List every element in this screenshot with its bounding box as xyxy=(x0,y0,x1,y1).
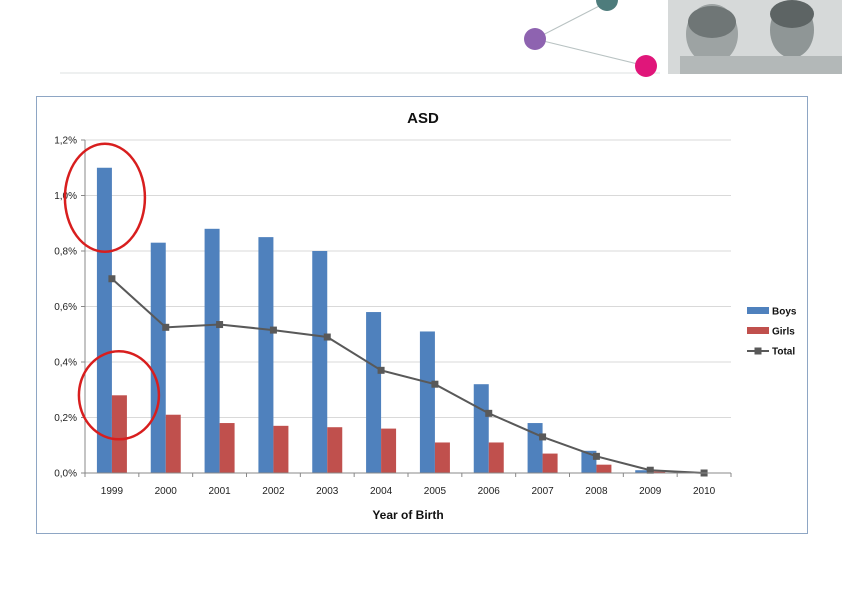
y-tick-label: 0,2% xyxy=(54,413,77,424)
x-tick-label: 2003 xyxy=(316,486,339,497)
y-tick-label: 0,6% xyxy=(54,302,77,313)
banner-photo xyxy=(668,0,842,74)
bar-boys-2006 xyxy=(473,384,489,473)
x-tick-label: 2005 xyxy=(424,486,447,497)
line-total xyxy=(111,278,705,474)
x-tick-label: 2001 xyxy=(208,486,231,497)
bar-boys-2004 xyxy=(366,312,382,473)
x-tick-label: 1999 xyxy=(101,486,124,497)
bar-girls-2001 xyxy=(219,423,235,473)
chart-title: ASD xyxy=(407,110,439,127)
point-total-2000 xyxy=(162,323,170,331)
bar-boys-2002 xyxy=(258,237,274,473)
highlight-circle-girls-1999 xyxy=(77,350,161,441)
highlight-circle-boys-1999 xyxy=(63,142,147,253)
point-total-1999 xyxy=(108,275,116,283)
point-total-2004 xyxy=(377,366,385,374)
banner-connector-line xyxy=(534,1,608,40)
y-tick-label: 0,4% xyxy=(54,358,77,369)
y-tick-label: 0,8% xyxy=(54,247,77,258)
x-tick-label: 2004 xyxy=(370,486,393,497)
legend-swatch-boys xyxy=(747,307,769,314)
x-tick-label: 2006 xyxy=(478,486,501,497)
bar-boys-2000 xyxy=(150,242,166,473)
bar-boys-2005 xyxy=(419,331,435,473)
point-total-2009 xyxy=(646,466,654,474)
bar-girls-1999 xyxy=(111,395,127,473)
x-tick-label: 2008 xyxy=(585,486,608,497)
point-total-2001 xyxy=(216,321,224,329)
chart-frame: ASD 0,0% 0,2% 0,4% 0,6% 0,8% 1,0% 1,2% 1999 2000… xyxy=(36,96,808,534)
x-tick-label: 2010 xyxy=(693,486,716,497)
bar-girls-2009 xyxy=(650,471,666,473)
banner-dot-teal xyxy=(596,0,618,11)
x-axis-label: Year of Birth xyxy=(372,508,443,522)
legend-swatch-girls xyxy=(747,327,769,334)
asd-chart: ASD 0,0%0,2%0,4%0,6%0,8%1,0%1,2%1999 2000… xyxy=(54,110,797,522)
header-banner xyxy=(60,0,842,77)
bar-girls-2002 xyxy=(273,425,289,473)
bar-boys-2003 xyxy=(312,251,328,473)
point-total-2005 xyxy=(431,380,439,388)
x-tick-label: 2009 xyxy=(639,486,662,497)
banner-connector-line xyxy=(534,38,647,67)
point-total-2008 xyxy=(592,452,600,460)
legend-label-girls: Girls xyxy=(772,327,795,338)
point-total-2002 xyxy=(269,326,277,334)
banner-dot-pink xyxy=(635,55,657,77)
point-total-2006 xyxy=(485,409,493,417)
bar-girls-2003 xyxy=(327,427,343,473)
legend-label-boys: Boys xyxy=(772,307,797,318)
legend-label-total: Total xyxy=(772,347,795,358)
point-total-2007 xyxy=(539,433,547,441)
y-tick-label: 1,2% xyxy=(54,136,77,147)
bar-girls-2006 xyxy=(488,442,504,473)
bar-girls-2008 xyxy=(596,464,612,473)
banner-dot-purple xyxy=(524,28,546,50)
bar-boys-1999 xyxy=(96,167,112,473)
bar-boys-2001 xyxy=(204,228,220,473)
x-tick-label: 2000 xyxy=(155,486,178,497)
x-tick-label: 2002 xyxy=(262,486,285,497)
bar-boys-2009 xyxy=(635,470,651,473)
bar-girls-2004 xyxy=(381,428,397,473)
bar-boys-2008 xyxy=(581,450,597,473)
point-total-2003 xyxy=(323,333,331,341)
bar-girls-2000 xyxy=(165,414,181,473)
x-tick-label: 2007 xyxy=(531,486,554,497)
legend-marker-total xyxy=(754,347,762,355)
bar-girls-2007 xyxy=(542,453,558,473)
y-tick-label: 0,0% xyxy=(54,469,77,480)
bar-girls-2005 xyxy=(434,442,450,473)
